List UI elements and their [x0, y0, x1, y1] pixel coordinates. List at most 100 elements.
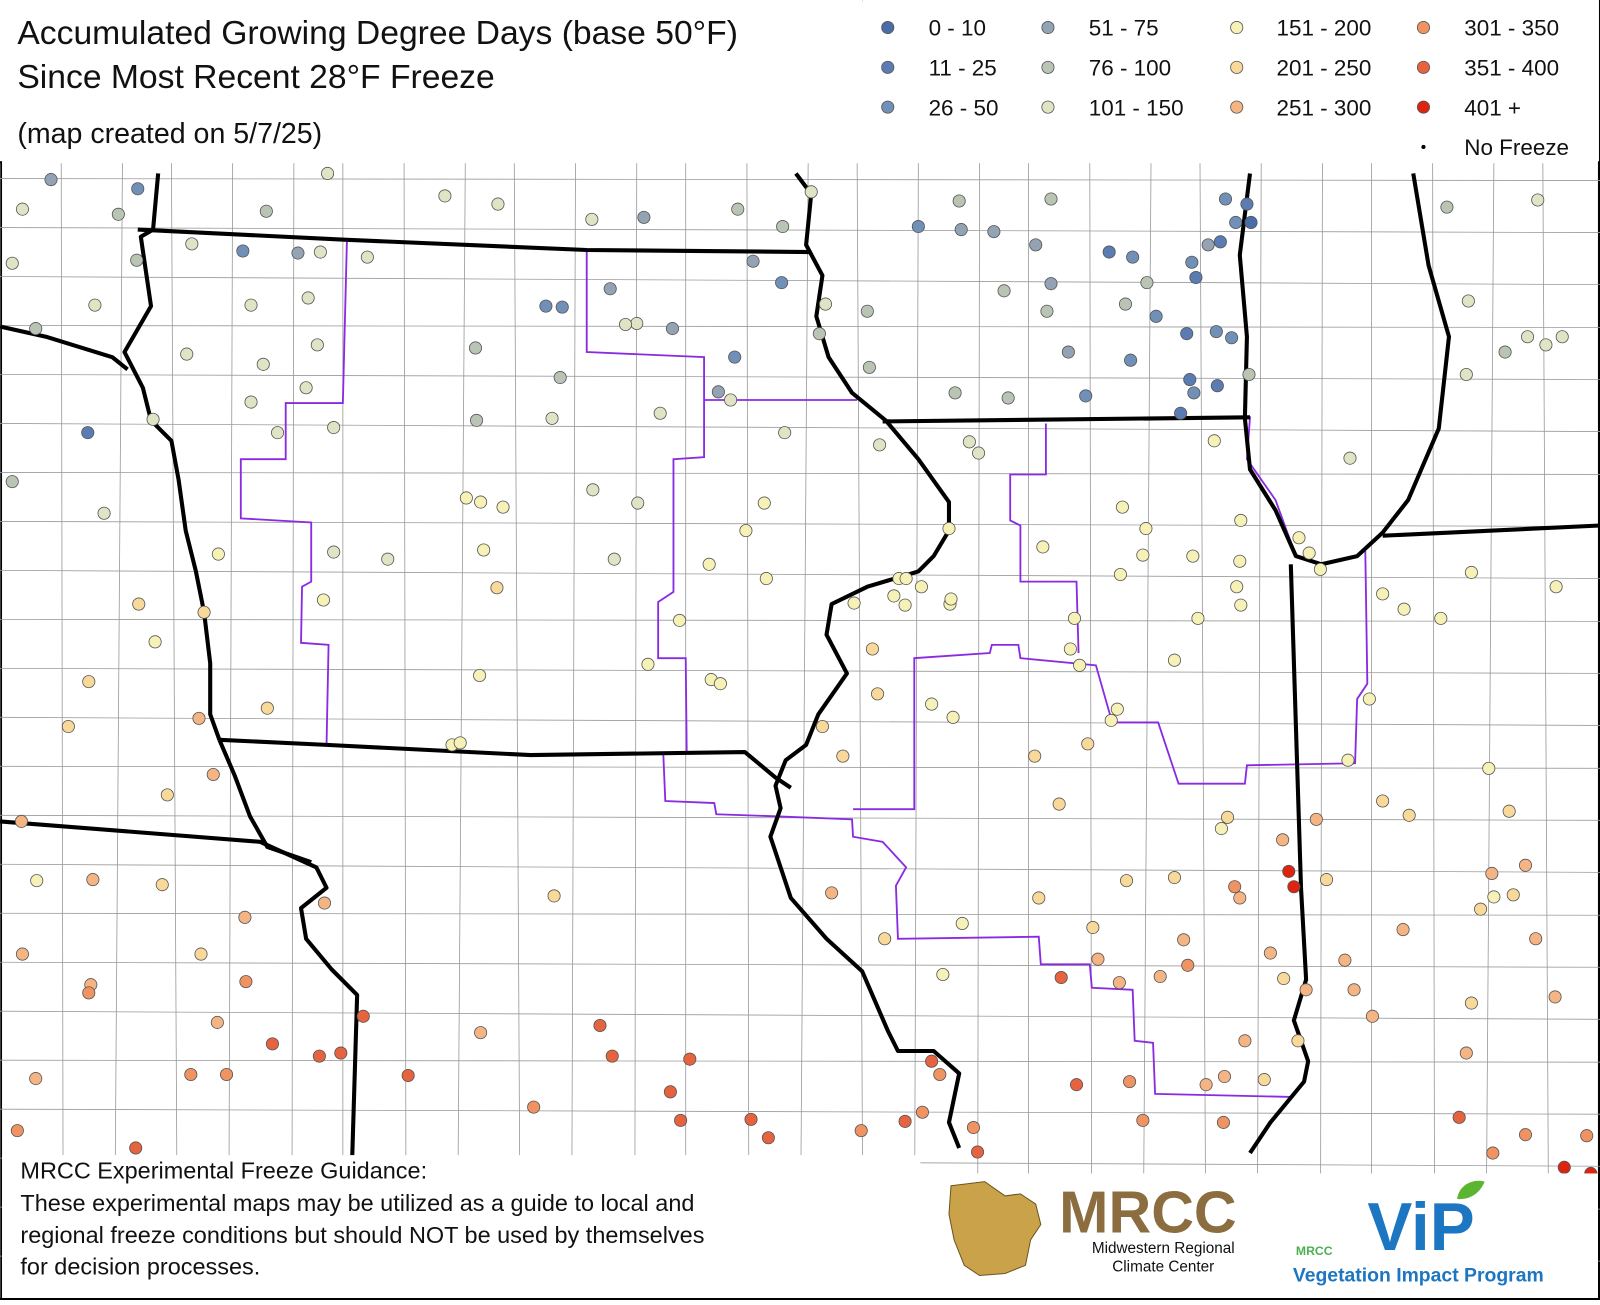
station-dot	[160, 788, 174, 802]
station-dot	[321, 166, 335, 180]
station-dot	[1474, 902, 1488, 916]
vip-small-logo: MRCC	[1296, 1244, 1333, 1258]
station-dot	[1040, 304, 1054, 318]
station-dot	[972, 446, 986, 460]
station-dot	[459, 491, 473, 505]
station-dot	[97, 506, 111, 520]
station-dot	[1079, 389, 1093, 403]
county-line	[0, 521, 1600, 527]
county-line	[634, 163, 638, 1298]
station-dot	[911, 219, 925, 234]
station-dot	[1302, 546, 1316, 560]
station-dot	[1183, 373, 1197, 387]
station-dot	[82, 986, 96, 1000]
station-dot	[683, 1052, 697, 1066]
station-dot	[1277, 972, 1291, 986]
station-dot	[1136, 1113, 1150, 1127]
station-dot	[44, 173, 58, 187]
station-dot	[29, 1072, 43, 1086]
station-dot	[1228, 880, 1242, 894]
station-dot	[1123, 1075, 1137, 1089]
station-dot	[381, 552, 395, 566]
station-dot	[1139, 522, 1153, 536]
title-backdrop	[0, 0, 863, 162]
station-dot	[1343, 451, 1357, 465]
station-dot	[132, 597, 146, 611]
station-dot	[1061, 345, 1075, 359]
station-dot	[81, 426, 95, 440]
station-dot	[360, 250, 374, 264]
station-dot	[1180, 327, 1194, 341]
station-dot	[1485, 866, 1499, 880]
station-dot	[618, 317, 633, 332]
state-border	[0, 324, 129, 371]
station-dot	[1434, 611, 1448, 625]
station-dot	[1233, 891, 1247, 905]
station-dot	[547, 889, 561, 903]
station-dot	[898, 1114, 912, 1128]
station-dot	[1028, 749, 1042, 763]
county-line	[0, 1010, 1600, 1020]
station-dot	[724, 393, 738, 407]
station-dot	[997, 284, 1011, 298]
station-dot	[260, 701, 274, 715]
station-dot	[401, 1068, 415, 1083]
county-line	[799, 163, 809, 1298]
station-dot	[1069, 1078, 1084, 1092]
station-dot	[236, 244, 250, 258]
station-dot	[192, 711, 206, 725]
county-line	[1485, 163, 1495, 1298]
station-dot	[971, 1145, 985, 1159]
legend-label: 51 - 75	[1089, 16, 1159, 41]
legend-label: 201 - 250	[1277, 56, 1372, 81]
station-dot	[948, 386, 962, 400]
midwest-map-icon	[948, 1181, 1042, 1277]
station-dot	[873, 438, 887, 452]
legend-swatch	[1041, 21, 1055, 35]
station-dot	[1217, 1069, 1232, 1084]
station-dot	[184, 1067, 198, 1082]
state-border	[137, 227, 812, 255]
station-dot	[474, 495, 488, 509]
county-line	[0, 765, 1600, 769]
station-dot	[728, 350, 742, 364]
station-dot	[757, 496, 771, 510]
station-dot	[453, 736, 467, 750]
station-dot	[438, 189, 452, 203]
station-dot	[630, 316, 644, 330]
station-dot	[491, 197, 505, 211]
state-borders	[0, 172, 1600, 1164]
station-dot	[836, 749, 850, 763]
station-dot	[731, 202, 745, 216]
legend-label: 301 - 350	[1464, 16, 1559, 41]
station-dot	[1110, 702, 1124, 716]
station-dot	[1276, 833, 1290, 847]
station-dot	[312, 1049, 326, 1063]
station-dot	[1233, 554, 1247, 568]
station-dot	[1347, 983, 1361, 997]
station-dot	[1518, 1128, 1533, 1142]
station-dot	[1191, 611, 1205, 625]
county-line	[1256, 163, 1262, 1298]
station-dot	[860, 304, 874, 318]
footer-backdrop	[2, 1155, 921, 1298]
station-dot	[1210, 379, 1224, 393]
station-dot	[1081, 737, 1095, 751]
station-dot	[29, 322, 43, 336]
legend-label: 351 - 400	[1464, 56, 1559, 81]
vip-name: Vegetation Impact Program	[1293, 1265, 1544, 1287]
station-dot	[1213, 235, 1227, 249]
station-dot	[1518, 858, 1533, 872]
county-line	[291, 163, 295, 1298]
station-dot	[987, 225, 1001, 239]
station-dot	[496, 500, 510, 514]
legend-swatch	[881, 100, 895, 114]
station-dot	[944, 592, 958, 606]
station-dot	[746, 254, 760, 268]
station-dot	[1225, 331, 1239, 345]
station-dot	[1185, 255, 1199, 269]
station-dot	[744, 1112, 758, 1126]
station-dot	[1402, 808, 1416, 822]
legend-label: 401 +	[1464, 95, 1521, 120]
